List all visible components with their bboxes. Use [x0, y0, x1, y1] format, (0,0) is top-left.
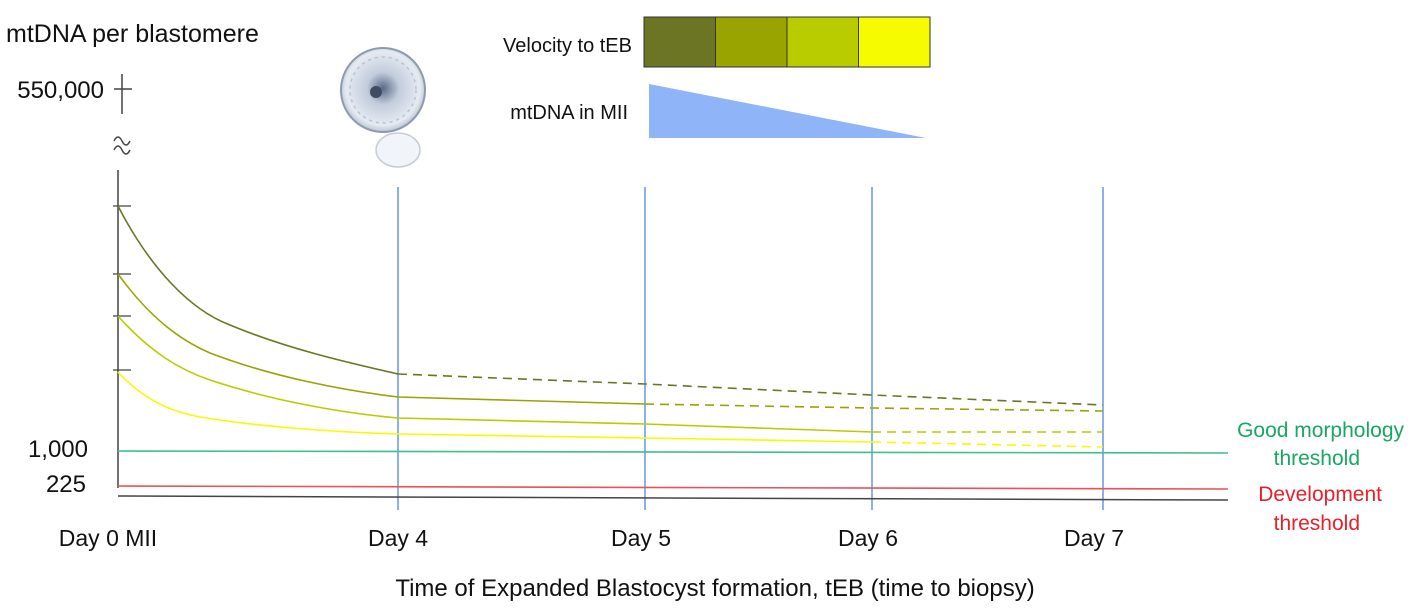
- x-tick-label-day6: Day 6: [838, 525, 898, 551]
- x-tick-label-day7: Day 7: [1064, 525, 1124, 551]
- velocity-box-1: [643, 16, 716, 68]
- y-tick-label-225: 225: [46, 471, 86, 498]
- x-axis-label: Time of Expanded Blastocyst formation, t…: [395, 575, 1034, 602]
- velocity-box-4: [858, 16, 931, 68]
- series-slowest-solid: [117, 371, 873, 443]
- series-slowest-projection: [871, 441, 1104, 448]
- development-threshold-line: [117, 485, 1229, 490]
- legend-velocity-scale: [643, 16, 931, 68]
- series-fast-projection: [644, 403, 1104, 412]
- y-tick-label-1000: 1,000: [28, 436, 88, 463]
- series-fastest-solid: [117, 205, 399, 375]
- good-morphology-label-line1: Good morphology: [1237, 419, 1404, 442]
- velocity-box-2: [715, 16, 788, 68]
- axis-break-icon: [113, 136, 131, 155]
- series-fastest: [117, 205, 1104, 406]
- good-morphology-label-line2: threshold: [1274, 447, 1360, 470]
- legend-mtdna-label: mtDNA in MII: [510, 102, 628, 124]
- legend-mtdna-wedge: [649, 84, 926, 138]
- x-tick-label-day0: Day 0 MII: [59, 525, 157, 551]
- velocity-box-3: [786, 16, 859, 68]
- x-tick-label-day5: Day 5: [611, 525, 671, 551]
- series-slow-solid: [117, 315, 873, 433]
- good-morphology-threshold-line: [117, 450, 1229, 454]
- series-fast: [117, 273, 1104, 412]
- series-fastest-projection: [397, 373, 1104, 406]
- development-label-line2: threshold: [1274, 512, 1360, 535]
- y-axis-label: mtDNA per blastomere: [6, 20, 259, 48]
- series-slowest: [117, 371, 1104, 448]
- series-fast-solid: [117, 273, 646, 405]
- y-tick-label-550000: 550,000: [17, 77, 104, 104]
- x-axis: [117, 495, 1229, 501]
- x-tick-label-day4: Day 4: [368, 525, 428, 551]
- oocyte-icon: [340, 47, 426, 168]
- legend-velocity-label: Velocity to tEB: [503, 35, 632, 57]
- series-slow: [117, 315, 1103, 433]
- development-label-line1: Development: [1258, 483, 1382, 506]
